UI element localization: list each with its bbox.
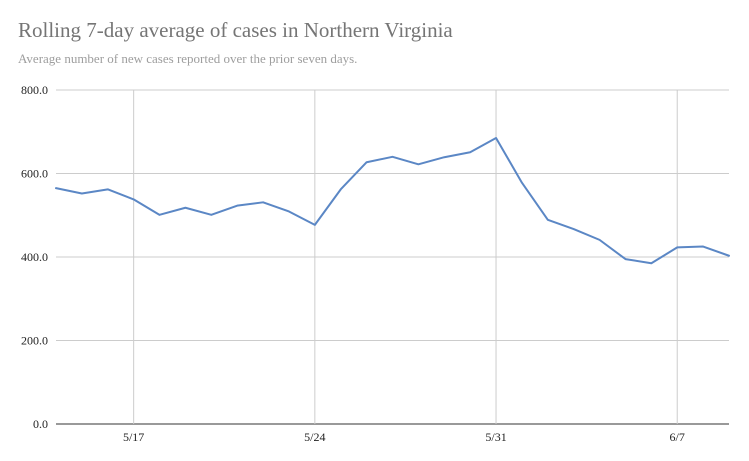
x-tick-label: 5/31 xyxy=(485,430,506,444)
y-tick-label: 200.0 xyxy=(21,334,48,348)
chart-subtitle: Average number of new cases reported ove… xyxy=(18,51,358,66)
tick-layer: 0.0 200.0 400.0 600.0 800.0 5/17 5/24 5/31 6/7 xyxy=(21,83,685,444)
x-tick-label: 6/7 xyxy=(670,430,685,444)
y-tick-label: 800.0 xyxy=(21,83,48,97)
series-layer xyxy=(55,137,730,265)
y-tick-label: 0.0 xyxy=(33,417,48,431)
y-tick-label: 600.0 xyxy=(21,167,48,181)
chart-title: Rolling 7-day average of cases in Northe… xyxy=(18,18,453,42)
x-tick-label: 5/17 xyxy=(123,430,144,444)
grid-layer xyxy=(56,89,729,425)
y-tick-label: 400.0 xyxy=(21,250,48,264)
x-tick-label: 5/24 xyxy=(304,430,325,444)
